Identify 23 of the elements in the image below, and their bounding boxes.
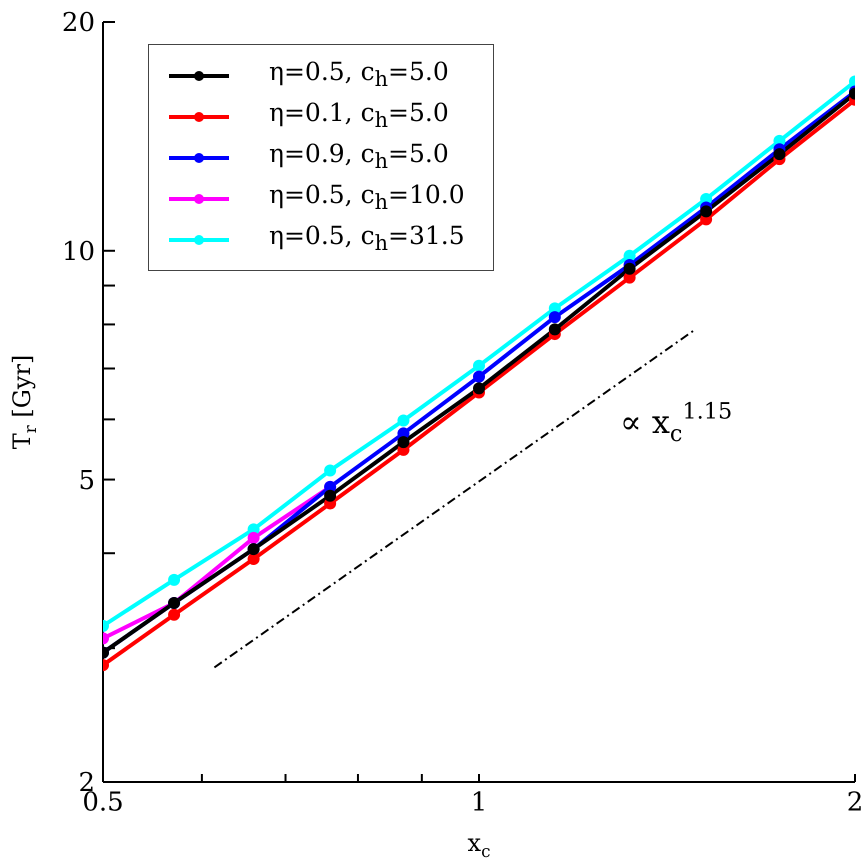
point bbox=[397, 436, 410, 448]
legend-label: η=0.1, c$_{h}$=5.0 bbox=[269, 97, 449, 134]
y-axis-title: Tr [Gyr] bbox=[8, 354, 40, 450]
point bbox=[473, 382, 485, 394]
point bbox=[473, 370, 485, 383]
point bbox=[473, 360, 485, 372]
y-tick-label: 10 bbox=[62, 237, 95, 268]
point bbox=[248, 553, 260, 566]
y-tick-label: 20 bbox=[62, 8, 95, 38]
legend-label: η=0.5, c$_{h}$=31.5 bbox=[269, 220, 465, 257]
point bbox=[324, 490, 336, 502]
legend-label: η=0.5, c$_{h}$=10.0 bbox=[269, 179, 465, 216]
point bbox=[624, 262, 636, 275]
x-tick-label: 1 bbox=[470, 787, 488, 818]
legend-label: η=0.5, c$_{h}$=5.0 bbox=[269, 56, 449, 93]
y-tick-label: 5 bbox=[78, 466, 95, 496]
point bbox=[324, 464, 336, 476]
legend-label: η=0.9, c$_{h}$=5.0 bbox=[269, 138, 449, 175]
point bbox=[397, 414, 410, 426]
point bbox=[548, 323, 561, 336]
x-tick-label: 2 bbox=[846, 787, 863, 818]
point bbox=[773, 148, 786, 160]
point bbox=[548, 311, 561, 324]
